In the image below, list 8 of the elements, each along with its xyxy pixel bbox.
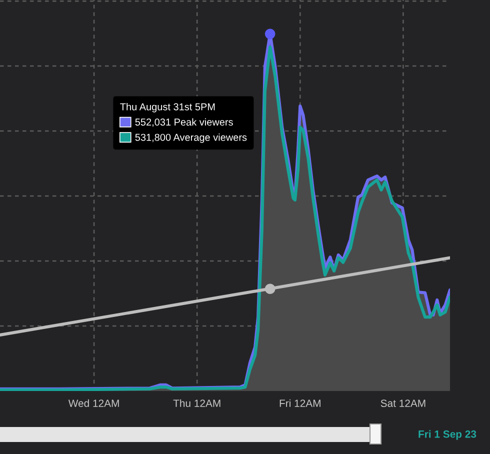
legend-label: 552,031 Peak viewers: [135, 118, 233, 127]
x-tick-label: Wed 12AM: [68, 399, 119, 407]
legend-title: Thu August 31st 5PM: [120, 103, 215, 112]
text: Fri 1 Sep 23: [418, 430, 476, 440]
legend-label: 531,800 Average viewers: [135, 134, 247, 143]
x-tick-label: Sat 12AM: [380, 400, 426, 407]
x-tick-label: Fri 12AM: [280, 399, 320, 407]
x-tick-label: Thu 12AM: [173, 399, 220, 407]
